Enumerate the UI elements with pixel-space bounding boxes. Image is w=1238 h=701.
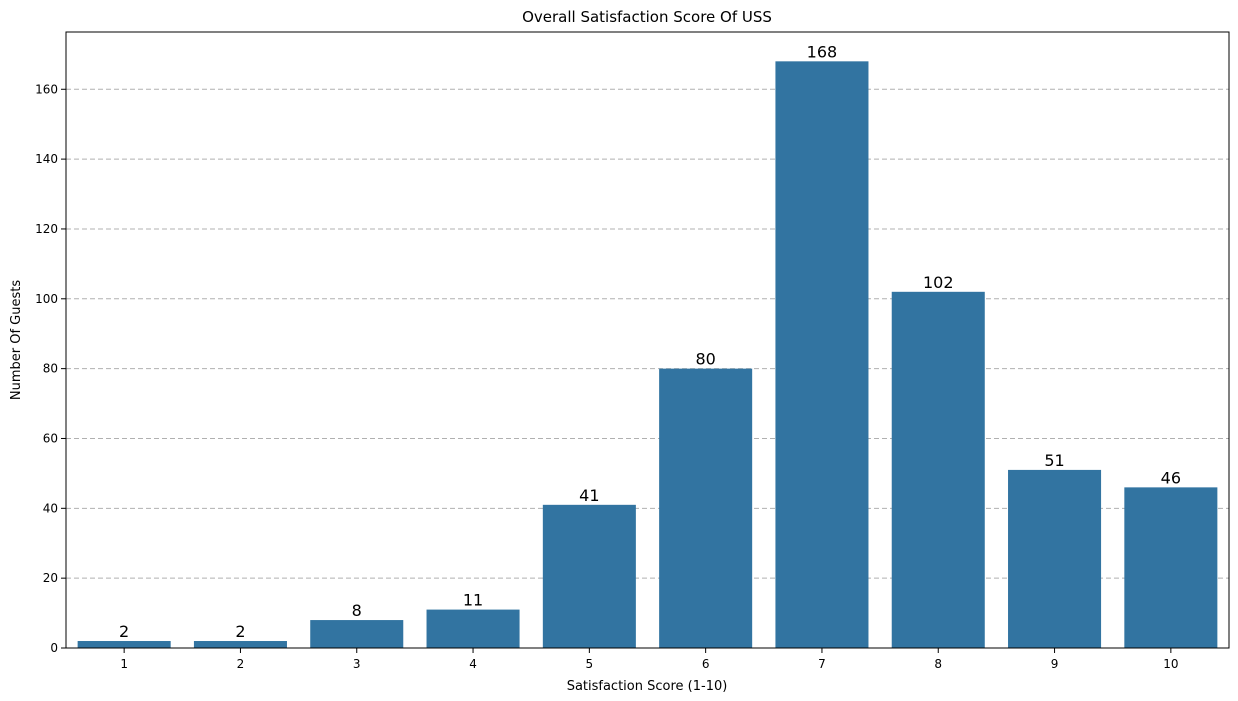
y-tick-label: 160 (35, 82, 58, 96)
bar-value-label: 102 (923, 273, 954, 292)
bar-value-label: 168 (807, 42, 838, 61)
chart-title: Overall Satisfaction Score Of USS (522, 8, 772, 26)
x-tick-label: 3 (353, 657, 361, 671)
bar (891, 291, 985, 648)
bar (426, 609, 520, 648)
bar (1124, 487, 1218, 648)
bar-value-label: 11 (463, 591, 483, 610)
x-tick-label: 6 (702, 657, 710, 671)
bar (77, 641, 171, 648)
bar-value-label: 41 (579, 486, 599, 505)
bar (775, 61, 869, 649)
x-tick-label: 10 (1163, 657, 1178, 671)
bar-value-label: 46 (1161, 468, 1181, 487)
x-tick-label: 2 (237, 657, 245, 671)
bars (77, 61, 1218, 649)
y-axis-label: Number Of Guests (9, 280, 24, 400)
y-axis-ticks: 0 20 40 60 80 100 120 140 160 (35, 82, 66, 655)
y-tick-label: 120 (35, 222, 58, 236)
x-tick-label: 1 (120, 657, 128, 671)
y-tick-label: 40 (43, 501, 58, 515)
x-axis-ticks: 1 2 3 4 5 6 7 8 9 10 (120, 648, 1178, 671)
bar (659, 368, 753, 648)
x-tick-label: 8 (934, 657, 942, 671)
bar (193, 641, 287, 648)
bar-value-label: 51 (1044, 451, 1064, 470)
y-tick-label: 140 (35, 152, 58, 166)
y-tick-label: 20 (43, 571, 58, 585)
y-tick-label: 60 (43, 431, 58, 445)
bar (542, 504, 636, 648)
x-tick-label: 7 (818, 657, 826, 671)
y-tick-label: 0 (50, 641, 58, 655)
bar-value-label: 2 (235, 622, 245, 641)
y-tick-label: 100 (35, 292, 58, 306)
plot-frame (65, 31, 1230, 649)
x-axis-label: Satisfaction Score (1-10) (567, 679, 728, 694)
x-tick-label: 4 (469, 657, 477, 671)
bar-value-label: 8 (352, 601, 362, 620)
bar-value-label: 2 (119, 622, 129, 641)
y-tick-label: 80 (43, 362, 58, 376)
bar (1008, 469, 1102, 648)
bar (310, 620, 404, 648)
data-labels: 2 2 8 11 41 80 168 102 51 46 (119, 42, 1181, 641)
x-tick-label: 9 (1051, 657, 1059, 671)
bar-value-label: 80 (695, 350, 715, 369)
x-tick-label: 5 (586, 657, 594, 671)
